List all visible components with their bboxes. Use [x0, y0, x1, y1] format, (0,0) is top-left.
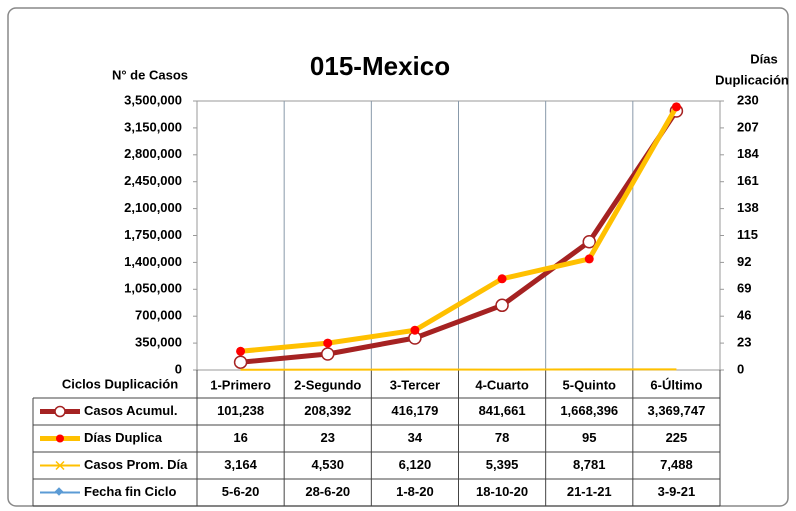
y2-tick-label: 138: [737, 200, 759, 215]
table-cell: 95: [582, 430, 596, 445]
table-cell: 101,238: [217, 403, 264, 418]
y2-tick-label: 0: [737, 361, 744, 376]
y2-axis-label: Duplicación: [715, 72, 789, 87]
table-cell: 3,369,747: [647, 403, 705, 418]
table-cell: 225: [666, 430, 688, 445]
legend-label: Fecha fin Ciclo: [84, 484, 177, 499]
x-tick-label: 6-Último: [650, 377, 702, 392]
table-cell: 5-6-20: [222, 484, 260, 499]
y2-tick-label: 46: [737, 308, 751, 323]
legend-label: Casos Acumul.: [84, 403, 177, 418]
y2-tick-label: 184: [737, 146, 759, 161]
table-cell: 28-6-20: [305, 484, 350, 499]
legend-label: Días Duplica: [84, 430, 163, 445]
table-cell: 78: [495, 430, 509, 445]
y-tick-label: 1,750,000: [124, 227, 182, 242]
y-tick-label: 2,800,000: [124, 146, 182, 161]
y-tick-label: 2,100,000: [124, 200, 182, 215]
table-cell: 34: [408, 430, 423, 445]
y-tick-label: 350,000: [135, 335, 182, 350]
table-cell: 5,395: [486, 457, 519, 472]
table-cell: 1,668,396: [560, 403, 618, 418]
series-line: [240, 105, 679, 354]
table-cell: 416,179: [391, 403, 438, 418]
data-point: [233, 355, 248, 369]
table-cell: 841,661: [479, 403, 526, 418]
table-cell: 3-9-21: [658, 484, 696, 499]
x-tick-label: 4-Cuarto: [475, 377, 529, 392]
data-point: [236, 346, 246, 356]
data-point: [321, 347, 335, 361]
legend-key: [54, 487, 64, 496]
x-tick-label: 5-Quinto: [563, 377, 616, 392]
y-tick-label: 3,500,000: [124, 92, 182, 107]
table-cell: 7,488: [660, 457, 693, 472]
data-point: [584, 254, 594, 264]
table-cell: 23: [321, 430, 335, 445]
table-cell: 4,530: [311, 457, 344, 472]
data-point: [410, 325, 420, 335]
y-axis-label: N° de Casos: [112, 67, 188, 82]
y2-axis-label: Días: [750, 51, 777, 66]
data-point: [582, 235, 596, 249]
data-point: [495, 298, 509, 313]
y2-tick-label: 207: [737, 119, 759, 134]
y-tick-label: 1,050,000: [124, 281, 182, 296]
table-cell: 3,164: [224, 457, 257, 472]
legend-key: [54, 405, 66, 418]
chart-title: 015-Mexico: [310, 51, 450, 81]
y-tick-label: 700,000: [135, 308, 182, 323]
table-cell: 208,392: [304, 403, 351, 418]
table-cell: 1-8-20: [396, 484, 434, 499]
x-tick-label: 1-Primero: [210, 377, 271, 392]
legend-key: [55, 460, 65, 471]
table-cell: 8,781: [573, 457, 606, 472]
legend-label: Casos Prom. Día: [84, 457, 188, 472]
x-tick-label: 3-Tercer: [390, 377, 440, 392]
table-cell: 6,120: [399, 457, 432, 472]
table-header: Ciclos Duplicación: [62, 376, 178, 391]
y2-tick-label: 69: [737, 281, 751, 296]
legend-key: [56, 434, 64, 443]
table-cell: 16: [233, 430, 247, 445]
data-point: [323, 338, 333, 348]
data-point: [671, 102, 681, 112]
y2-tick-label: 115: [737, 227, 758, 242]
x-tick-label: 2-Segundo: [294, 377, 361, 392]
y2-tick-label: 23: [737, 335, 751, 350]
data-point: [497, 274, 507, 284]
y-tick-label: 2,450,000: [124, 173, 182, 188]
y2-tick-label: 230: [737, 92, 759, 107]
y-tick-label: 0: [175, 361, 182, 376]
table-cell: 21-1-21: [567, 484, 612, 499]
table-cell: 18-10-20: [476, 484, 528, 499]
y2-tick-label: 161: [737, 173, 759, 188]
series-line: [240, 109, 679, 365]
y-tick-label: 3,150,000: [124, 119, 182, 134]
y2-tick-label: 92: [737, 254, 751, 269]
y-tick-label: 1,400,000: [124, 254, 182, 269]
